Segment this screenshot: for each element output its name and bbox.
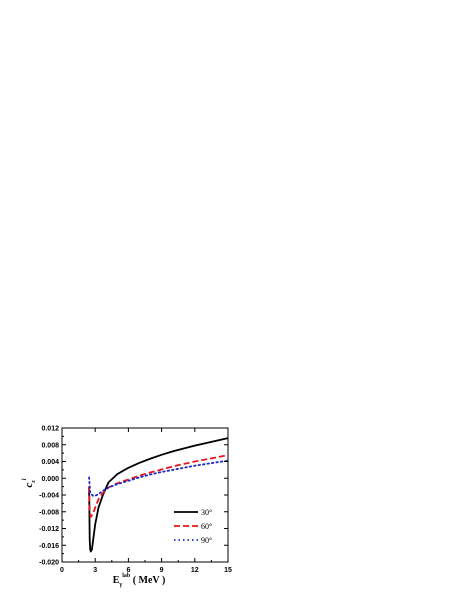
y-axis-title-sub: z <box>31 480 37 484</box>
x-axis-title: Eγlab ( MeV ) <box>113 573 166 588</box>
y-tick-label: 0.000 <box>41 476 59 483</box>
x-axis-title-main: E <box>113 575 120 586</box>
x-axis-title-unit: ( MeV ) <box>130 575 165 586</box>
y-tick-label: -0.004 <box>39 493 59 500</box>
x-tick-label: 12 <box>191 567 199 574</box>
y-tick-label: 0.012 <box>41 426 59 433</box>
legend-label-3: 90° <box>201 536 212 545</box>
series-line-2 <box>88 454 229 518</box>
y-tick-label: -0.020 <box>39 560 59 567</box>
legend-label-1: 30° <box>201 508 212 517</box>
y-axis-ticks: 0.012 0.008 0.004 0.000 -0.004 -0.008 -0.012 -0… <box>39 426 228 567</box>
y-tick-label: -0.008 <box>39 509 59 516</box>
y-tick-label: 0.004 <box>41 459 59 466</box>
x-tick-label: 0 <box>60 567 64 574</box>
x-axis-ticks: 0 3 6 9 12 15 <box>60 428 232 574</box>
x-tick-label: 15 <box>224 567 232 574</box>
series-group <box>88 437 229 553</box>
series-line-3 <box>88 459 229 497</box>
y-tick-label: -0.012 <box>39 526 59 533</box>
series-line-1 <box>88 437 229 553</box>
legend-label-2: 60° <box>201 522 212 531</box>
y-tick-label: -0.016 <box>39 543 59 550</box>
y-axis-title: czl <box>22 478 37 487</box>
x-tick-label: 6 <box>126 567 130 574</box>
x-axis-title-sub: γ <box>118 582 122 588</box>
y-tick-label: 0.008 <box>41 442 59 449</box>
y-axis-title-main: c <box>23 482 35 487</box>
legend: 30° 60° 90° <box>174 508 212 545</box>
y-axis-title-sup: l <box>22 478 28 480</box>
x-tick-label: 9 <box>160 567 164 574</box>
x-axis-title-sup: lab <box>122 573 131 579</box>
x-tick-label: 3 <box>93 567 97 574</box>
